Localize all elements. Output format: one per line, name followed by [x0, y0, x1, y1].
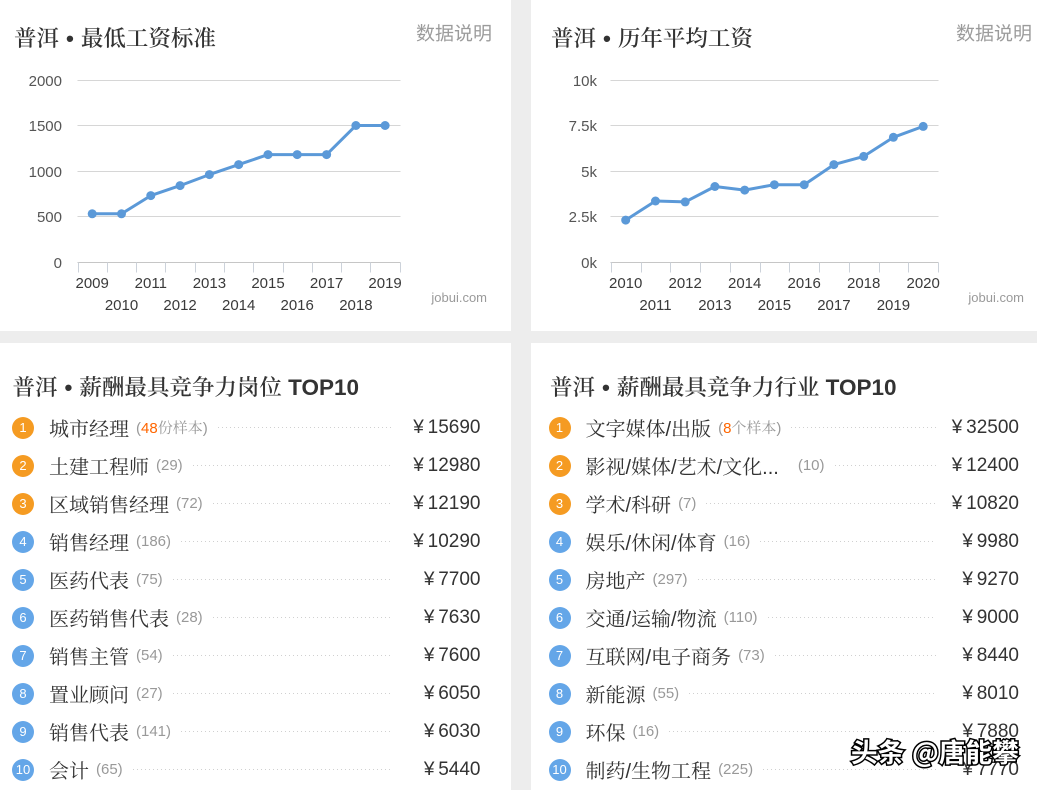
svg-text:2012: 2012: [669, 275, 702, 292]
svg-text:500: 500: [37, 209, 62, 226]
svg-text:2017: 2017: [817, 297, 850, 314]
svg-text:2013: 2013: [698, 297, 731, 314]
svg-text:2010: 2010: [609, 275, 642, 292]
svg-text:5k: 5k: [581, 164, 597, 181]
svg-text:2014: 2014: [222, 297, 255, 314]
svg-text:2017: 2017: [310, 275, 343, 292]
svg-text:2020: 2020: [907, 275, 940, 292]
svg-text:2009: 2009: [76, 275, 109, 292]
svg-text:0k: 0k: [581, 255, 597, 272]
svg-text:jobui.com: jobui.com: [967, 290, 1024, 305]
svg-text:2015: 2015: [758, 297, 791, 314]
svg-text:2010: 2010: [105, 297, 138, 314]
svg-text:10k: 10k: [573, 73, 598, 90]
svg-text:2018: 2018: [339, 297, 372, 314]
svg-text:0: 0: [54, 255, 62, 272]
svg-text:2019: 2019: [368, 275, 401, 292]
svg-text:2015: 2015: [251, 275, 284, 292]
svg-text:7.5k: 7.5k: [569, 118, 598, 135]
svg-text:2013: 2013: [193, 275, 226, 292]
svg-text:2016: 2016: [281, 297, 314, 314]
svg-text:2011: 2011: [639, 297, 671, 314]
svg-text:2014: 2014: [728, 275, 761, 292]
svg-text:2011: 2011: [135, 275, 167, 292]
svg-text:2018: 2018: [847, 275, 880, 292]
svg-text:2016: 2016: [788, 275, 821, 292]
svg-text:2012: 2012: [163, 297, 196, 314]
svg-text:2000: 2000: [29, 73, 62, 90]
svg-text:1000: 1000: [29, 164, 62, 181]
svg-text:2.5k: 2.5k: [569, 209, 598, 226]
svg-text:jobui.com: jobui.com: [430, 290, 487, 305]
svg-text:1500: 1500: [29, 118, 62, 135]
svg-text:2019: 2019: [877, 297, 910, 314]
